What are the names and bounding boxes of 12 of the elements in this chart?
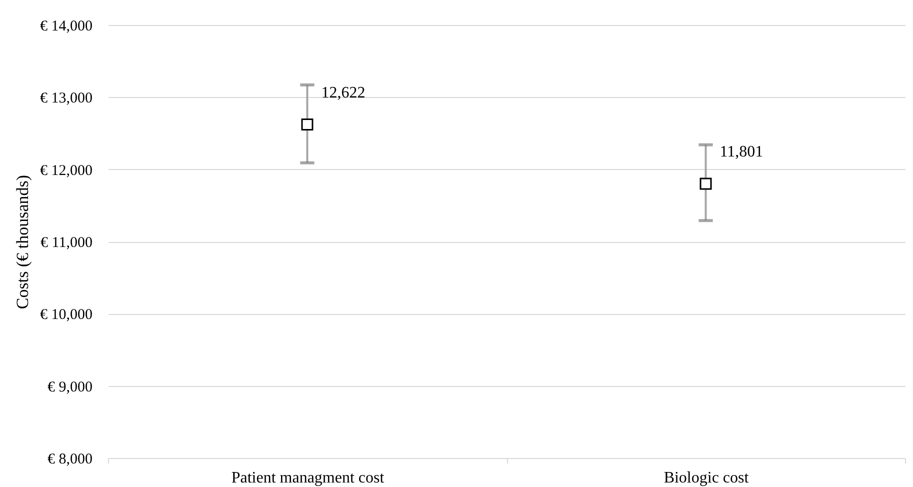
data-label: 12,622 <box>321 84 366 102</box>
x-tick-label: Biologic cost <box>664 470 750 486</box>
y-tick-label: € 8,000 <box>48 452 92 468</box>
y-tick-label: € 13,000 <box>40 90 92 107</box>
y-tick-label: € 14,000 <box>40 18 92 34</box>
x-tick-label: Patient managment cost <box>231 470 385 486</box>
y-tick-label: € 10,000 <box>40 307 92 324</box>
y-tick-label: € 12,000 <box>40 162 92 179</box>
y-tick-label: € 11,000 <box>40 235 92 251</box>
data-label: 11,801 <box>720 144 764 161</box>
y-tick-label: € 9,000 <box>48 379 92 396</box>
y-axis-title: Costs (€ thousands) <box>13 174 32 310</box>
